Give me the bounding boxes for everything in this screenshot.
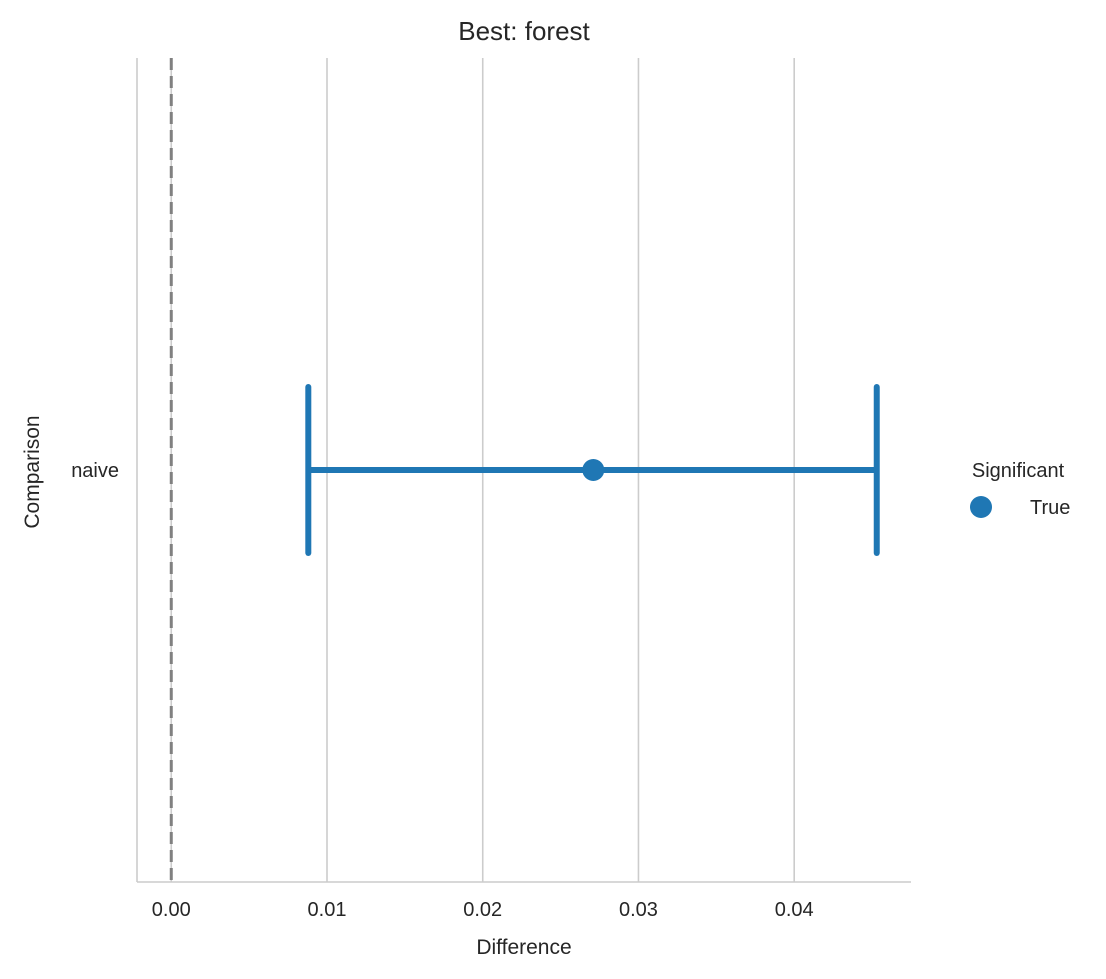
legend-title: Significant (972, 460, 1065, 482)
x-tick-label: 0.00 (152, 899, 191, 921)
x-tick-label: 0.03 (619, 899, 658, 921)
legend-marker (970, 496, 992, 518)
x-axis-label: Difference (476, 936, 571, 959)
legend: Significant True (970, 460, 1070, 519)
x-tick-label: 0.04 (775, 899, 814, 921)
x-tick-label: 0.01 (308, 899, 347, 921)
chart-title: Best: forest (458, 16, 590, 46)
legend-label: True (1030, 497, 1070, 519)
legend-entries: True (970, 496, 1070, 519)
axes: 0.00 0.01 0.02 0.03 0.04 naive (71, 58, 911, 921)
y-tick-label: naive (71, 460, 119, 482)
x-tick-label: 0.02 (463, 899, 502, 921)
estimate-point (582, 459, 605, 481)
plot-marks (169, 58, 880, 882)
y-axis-label: Comparison (21, 415, 44, 528)
